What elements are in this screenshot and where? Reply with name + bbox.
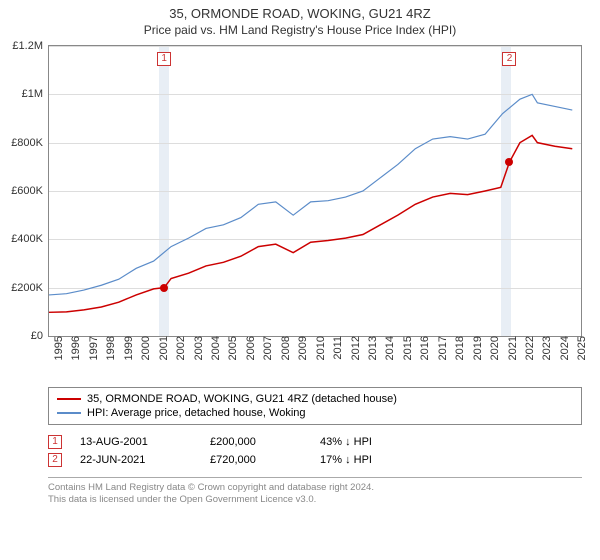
chart-area: £0£200K£400K£600K£800K£1M£1.2M1995199619…: [48, 45, 582, 377]
x-axis-tick: 2015: [398, 336, 414, 360]
series-line-hpi: [49, 94, 572, 295]
sale-price: £200,000: [210, 436, 320, 448]
sales-row: 2 22-JUN-2021 £720,000 17% ↓ HPI: [48, 451, 582, 469]
x-axis-tick: 2012: [346, 336, 362, 360]
x-axis-tick: 2011: [328, 336, 344, 360]
footer: Contains HM Land Registry data © Crown c…: [48, 477, 582, 507]
x-axis-tick: 2022: [520, 336, 536, 360]
y-axis-tick: £800K: [11, 137, 49, 149]
y-axis-tick: £400K: [11, 233, 49, 245]
legend-swatch: [57, 398, 81, 400]
x-axis-tick: 2019: [468, 336, 484, 360]
sale-point-marker: [505, 158, 513, 166]
y-axis-tick: £1M: [22, 88, 49, 100]
x-axis-tick: 1998: [101, 336, 117, 360]
sale-marker-box: 1: [157, 52, 171, 66]
sale-diff: 43% ↓ HPI: [320, 436, 440, 448]
x-axis-tick: 2024: [555, 336, 571, 360]
sale-marker-icon: 1: [48, 435, 62, 449]
sale-point-marker: [160, 284, 168, 292]
legend-swatch: [57, 412, 81, 414]
x-axis-tick: 1996: [66, 336, 82, 360]
x-axis-tick: 2021: [503, 336, 519, 360]
legend-label: 35, ORMONDE ROAD, WOKING, GU21 4RZ (deta…: [87, 393, 397, 405]
sales-table: 1 13-AUG-2001 £200,000 43% ↓ HPI 2 22-JU…: [48, 433, 582, 469]
sale-marker-box: 2: [502, 52, 516, 66]
plot-region: £0£200K£400K£600K£800K£1M£1.2M1995199619…: [48, 45, 582, 337]
x-axis-tick: 2025: [572, 336, 588, 360]
sale-price: £720,000: [210, 454, 320, 466]
sale-marker-icon: 2: [48, 453, 62, 467]
series-line-price_paid: [49, 135, 572, 312]
chart-title: 35, ORMONDE ROAD, WOKING, GU21 4RZ: [0, 6, 600, 21]
x-axis-tick: 2010: [311, 336, 327, 360]
y-axis-tick: £200K: [11, 282, 49, 294]
x-axis-tick: 2016: [415, 336, 431, 360]
x-axis-tick: 2003: [189, 336, 205, 360]
x-axis-tick: 2000: [136, 336, 152, 360]
x-axis-tick: 2005: [223, 336, 239, 360]
chart-lines: [49, 46, 581, 336]
sale-date: 13-AUG-2001: [80, 436, 210, 448]
x-axis-tick: 2008: [276, 336, 292, 360]
sales-row: 1 13-AUG-2001 £200,000 43% ↓ HPI: [48, 433, 582, 451]
y-axis-tick: £0: [31, 330, 49, 342]
x-axis-tick: 1999: [119, 336, 135, 360]
sale-diff: 17% ↓ HPI: [320, 454, 440, 466]
x-axis-tick: 2017: [433, 336, 449, 360]
footer-line: Contains HM Land Registry data © Crown c…: [48, 482, 582, 494]
chart-container: 35, ORMONDE ROAD, WOKING, GU21 4RZ Price…: [0, 0, 600, 560]
x-axis-tick: 2009: [293, 336, 309, 360]
x-axis-tick: 2002: [171, 336, 187, 360]
y-axis-tick: £600K: [11, 185, 49, 197]
legend-item: 35, ORMONDE ROAD, WOKING, GU21 4RZ (deta…: [57, 392, 573, 406]
x-axis-tick: 2001: [154, 336, 170, 360]
footer-line: This data is licensed under the Open Gov…: [48, 494, 582, 506]
chart-subtitle: Price paid vs. HM Land Registry's House …: [0, 23, 600, 37]
title-area: 35, ORMONDE ROAD, WOKING, GU21 4RZ Price…: [0, 0, 600, 39]
sale-date: 22-JUN-2021: [80, 454, 210, 466]
legend-label: HPI: Average price, detached house, Woki…: [87, 407, 306, 419]
y-axis-tick: £1.2M: [12, 40, 49, 52]
x-axis-tick: 2020: [485, 336, 501, 360]
x-axis-tick: 2007: [258, 336, 274, 360]
legend-item: HPI: Average price, detached house, Woki…: [57, 406, 573, 420]
x-axis-tick: 2006: [241, 336, 257, 360]
x-axis-tick: 2014: [380, 336, 396, 360]
x-axis-tick: 2018: [450, 336, 466, 360]
x-axis-tick: 2013: [363, 336, 379, 360]
x-axis-tick: 2023: [537, 336, 553, 360]
legend: 35, ORMONDE ROAD, WOKING, GU21 4RZ (deta…: [48, 387, 582, 425]
x-axis-tick: 1997: [84, 336, 100, 360]
x-axis-tick: 2004: [206, 336, 222, 360]
x-axis-tick: 1995: [49, 336, 65, 360]
